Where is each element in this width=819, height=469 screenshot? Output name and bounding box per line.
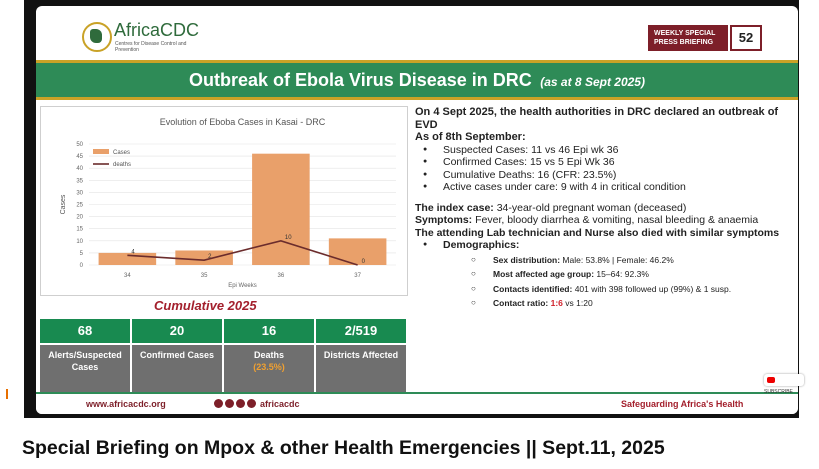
logo-subtitle: Centres for Disease Control and Preventi… (115, 41, 187, 53)
title-banner: Outbreak of Ebola Virus Disease in DRC (… (36, 60, 798, 100)
x-tick-label: 34 (124, 273, 131, 279)
facebook-icon (225, 399, 234, 409)
y-tick-label: 20 (76, 215, 83, 221)
legend-swatch-cases (93, 149, 109, 154)
y-tick-label: 45 (76, 154, 83, 160)
social-handle: africacdc (260, 398, 300, 409)
key-figures-list: Suspected Cases: 11 vs 46 Epi wk 36 Conf… (415, 144, 795, 194)
list-item: Active cases under care: 9 with 4 in cri… (415, 181, 795, 194)
logo-name: AfricaCDC (114, 20, 200, 40)
stat-alerts: 68 Alerts/Suspected Cases (40, 319, 130, 393)
bar-cases (98, 252, 157, 265)
list-item: Confirmed Cases: 15 vs 5 Epi Wk 36 (415, 156, 795, 169)
y-tick-label: 40 (76, 166, 83, 172)
demographics-heading: Demographics: (415, 239, 795, 252)
cases-chart: Evolution of Eboba Cases in Kasai - DRC 0… (40, 106, 408, 296)
y-tick-label: 25 (76, 203, 83, 209)
y-tick-label: 30 (76, 190, 83, 196)
list-item: Contacts identified: 401 with 398 follow… (415, 282, 795, 297)
y-tick-label: 10 (76, 239, 83, 245)
bar-cases (175, 250, 233, 265)
slide-date: (as at 8 Sept 2025) (540, 75, 645, 89)
tagline: Safeguarding Africa's Health (621, 399, 744, 409)
stat-label: Alerts/Suspected Cases (40, 345, 130, 393)
cumulative-title: Cumulative 2025 (154, 298, 257, 313)
stat-value: 16 (224, 319, 314, 343)
y-tick-label: 15 (76, 227, 83, 233)
data-label: 2 (208, 254, 212, 260)
stat-value: 2/519 (316, 319, 406, 343)
data-label: 4 (131, 249, 135, 255)
stat-label: Deaths (23.5%) (224, 345, 314, 393)
list-item: Cumulative Deaths: 16 (CFR: 23.5%) (415, 169, 795, 182)
x-icon (214, 399, 223, 409)
lab-staff-note: The attending Lab technician and Nurse a… (415, 226, 780, 239)
youtube-icon (236, 399, 245, 409)
y-tick-label: 5 (80, 251, 84, 257)
bar-cases (252, 153, 310, 265)
data-label: 10 (285, 235, 292, 241)
bar-cases (328, 238, 387, 265)
as-of-heading: As of 8th September: (415, 131, 526, 143)
stat-value: 68 (40, 319, 130, 343)
progress-marker (6, 389, 8, 399)
africa-cdc-logo: AfricaCDC Centres for Disease Control an… (82, 16, 252, 56)
subscribe-button[interactable]: SUBSCRIBE (764, 374, 804, 395)
list-item: Most affected age group: 15–64: 92.3% (415, 267, 795, 282)
slide-title: Outbreak of Ebola Virus Disease in DRC (189, 70, 532, 90)
stat-deaths: 16 Deaths (23.5%) (224, 319, 314, 393)
cumulative-stats: 68 Alerts/Suspected Cases 20 Confirmed C… (40, 319, 408, 393)
video-caption: Special Briefing on Mpox & other Health … (22, 437, 665, 459)
chart-svg: Evolution of Eboba Cases in Kasai - DRC 0… (60, 117, 396, 289)
weekly-briefing-label: WEEKLY SPECIAL PRESS BRIEFING (648, 25, 728, 51)
stat-confirmed: 20 Confirmed Cases (132, 319, 222, 393)
list-item: Sex distribution: Male: 53.8% | Female: … (415, 253, 795, 268)
stat-districts: 2/519 Districts Affected (316, 319, 406, 393)
demographics-list: Demographics: (415, 239, 795, 252)
slide-footer: www.africacdc.org africacdc Safeguarding… (36, 392, 798, 414)
instagram-icon (247, 399, 256, 409)
symptoms: Symptoms: Fever, bloody diarrhea & vomit… (415, 214, 759, 226)
demographics-details: Sex distribution: Male: 53.8% | Female: … (415, 253, 795, 311)
legend-label-deaths: deaths (113, 162, 131, 168)
list-item: Suspected Cases: 11 vs 46 Epi wk 36 (415, 144, 795, 157)
briefing-number: 52 (730, 25, 762, 51)
cfr-percent: (23.5%) (253, 362, 285, 372)
x-tick-label: 37 (354, 273, 361, 279)
x-axis-label: Epi Weeks (228, 283, 257, 289)
list-item: Contact ratio: 1:6 vs 1:20 (415, 296, 795, 311)
website-link[interactable]: www.africacdc.org (86, 399, 166, 409)
africa-cdc-emblem-icon (82, 22, 112, 52)
index-case: The index case: 34-year-old pregnant wom… (415, 201, 687, 214)
slide: AfricaCDC Centres for Disease Control an… (36, 6, 798, 414)
stat-value: 20 (132, 319, 222, 343)
line-deaths (127, 239, 358, 266)
y-tick-label: 50 (76, 142, 83, 148)
data-label: 0 (362, 259, 366, 265)
youtube-icon (767, 376, 775, 383)
legend-label-cases: Cases (113, 150, 130, 156)
stat-label: Confirmed Cases (132, 345, 222, 393)
x-tick-label: 35 (201, 273, 208, 279)
stat-label: Districts Affected (316, 345, 406, 393)
intro-text: On 4 Sept 2025, the health authorities i… (415, 106, 779, 131)
chart-title: Evolution of Eboba Cases in Kasai - DRC (160, 117, 326, 127)
situation-summary: On 4 Sept 2025, the health authorities i… (415, 106, 795, 311)
social-handles: africacdc (214, 398, 300, 409)
y-axis-label: Cases (60, 194, 67, 214)
y-tick-label: 35 (76, 178, 83, 184)
y-tick-label: 0 (80, 263, 84, 269)
x-tick-label: 36 (278, 273, 285, 279)
